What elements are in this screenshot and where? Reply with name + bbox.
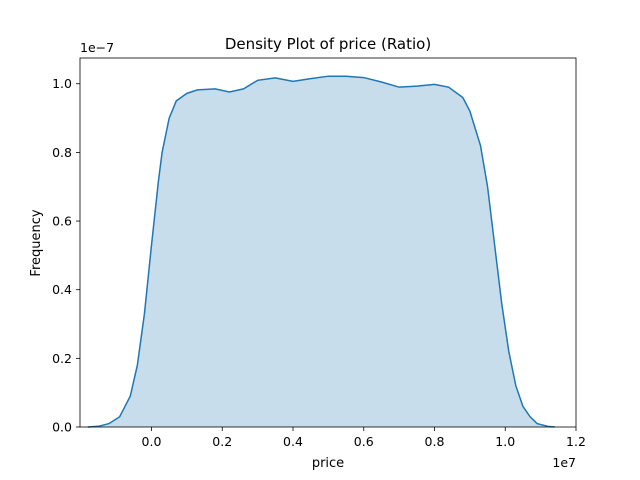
y-axis-title: Frequency: [29, 209, 44, 276]
y-tick-label: 0.4: [52, 282, 72, 297]
x-tick-label: 1.0: [495, 434, 515, 449]
x-tick-label: 0.4: [283, 434, 303, 449]
x-tick-label: 0.0: [142, 434, 162, 449]
y-tick-label: 0.2: [52, 351, 72, 366]
y-tick-label: 0.8: [52, 145, 72, 160]
y-axis-multiplier: 1e−7: [80, 40, 114, 55]
density-line-0: [87, 75, 555, 428]
plot-area: [87, 75, 555, 428]
y-axis: 0.0 0.2 0.4 0.6 0.8 1.0: [52, 76, 80, 435]
y-tick-label: 0.6: [52, 214, 72, 229]
x-axis: 0.0 0.2 0.4 0.6 0.8 1.0 1.2: [142, 427, 586, 449]
x-tick-label: 1.2: [566, 434, 586, 449]
x-tick-label: 0.2: [212, 434, 232, 449]
y-tick-label: 1.0: [52, 76, 72, 91]
x-axis-multiplier: 1e7: [552, 455, 576, 470]
x-axis-title: price: [312, 456, 344, 471]
x-tick-label: 0.6: [354, 434, 374, 449]
y-tick-label: 0.0: [52, 420, 72, 435]
chart-title: Density Plot of price (Ratio): [225, 35, 431, 53]
x-tick-label: 0.8: [425, 434, 445, 449]
plot-frame: [79, 57, 577, 428]
density-area-0: [87, 76, 555, 427]
